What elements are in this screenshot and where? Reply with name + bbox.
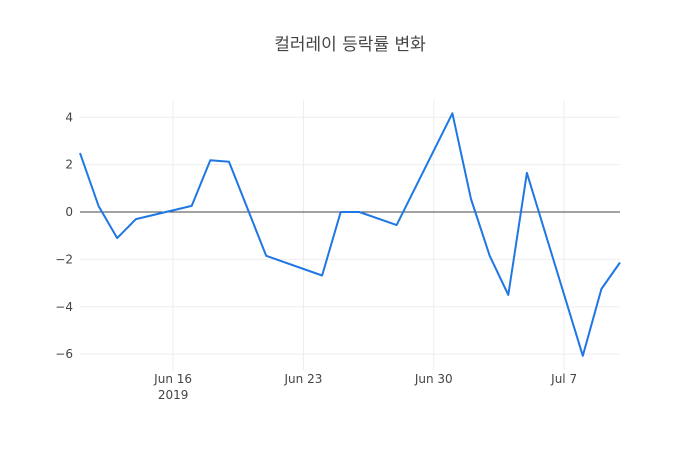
x-tick-label: Jun 23 (284, 372, 323, 386)
x-tick-sublabel: 2019 (158, 388, 189, 402)
chart-title: 컬러레이 등락률 변화 (274, 35, 426, 55)
x-tick-label: Jun 30 (414, 372, 453, 386)
x-tick-label: Jun 16 (153, 372, 192, 386)
y-tick-label: −2 (55, 252, 73, 266)
x-axis: Jun 16 2019 Jun 23 Jun 30 Jul 7 (153, 372, 577, 402)
series-line (79, 112, 621, 357)
y-tick-label: −6 (55, 347, 73, 361)
y-tick-label: 0 (65, 205, 73, 219)
x-tick-label: Jul 7 (550, 372, 577, 386)
y-tick-label: −4 (55, 300, 73, 314)
y-axis: 4 2 0 −2 −4 −6 (55, 110, 73, 361)
y-tick-label: 4 (65, 110, 73, 124)
grid (80, 100, 620, 370)
y-tick-label: 2 (65, 158, 73, 172)
series (79, 112, 621, 357)
